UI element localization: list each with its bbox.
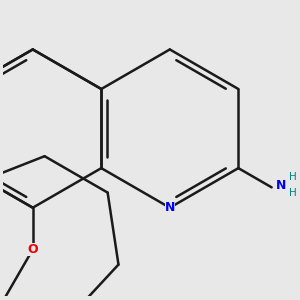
Text: O: O bbox=[28, 243, 38, 256]
Text: N: N bbox=[276, 179, 286, 192]
Text: H: H bbox=[289, 172, 297, 182]
Text: N: N bbox=[165, 201, 175, 214]
Text: H: H bbox=[289, 188, 297, 198]
